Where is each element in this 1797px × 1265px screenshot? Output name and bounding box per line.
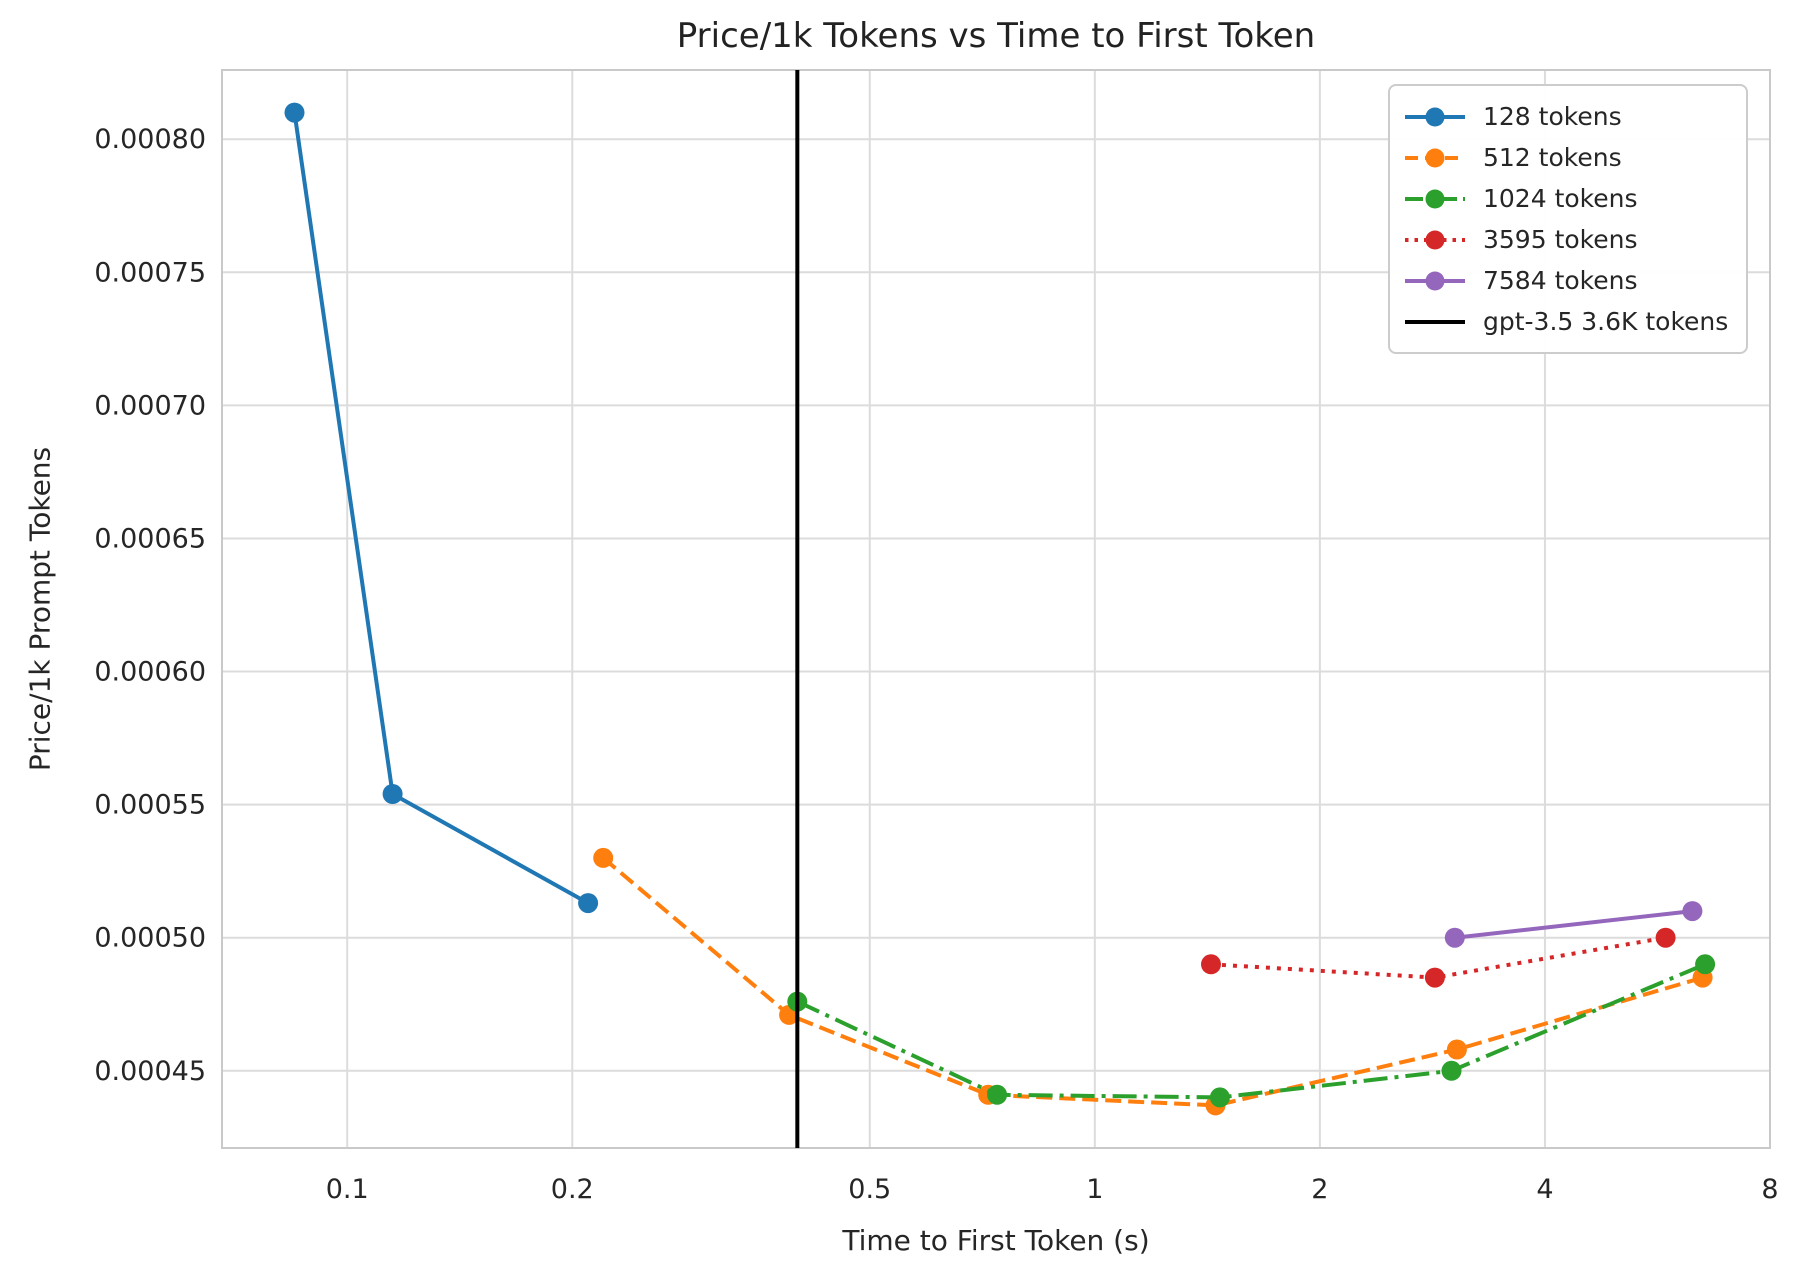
y-tick-label: 0.00055: [94, 790, 206, 821]
legend-item-7584-tokens: 7584 tokens: [1404, 260, 1728, 301]
legend-item-1024-tokens: 1024 tokens: [1404, 178, 1728, 219]
data-point-1024-tokens: [987, 1084, 1008, 1105]
legend-line-sample: [1405, 189, 1465, 208]
y-axis-label: Price/1k Prompt Tokens: [23, 446, 57, 772]
legend-label: 3595 tokens: [1483, 225, 1638, 254]
legend-item-gpt-3.5-3.6k-tokens: gpt-3.5 3.6K tokens: [1404, 301, 1728, 342]
data-point-1024-tokens: [1441, 1060, 1462, 1081]
data-point-128-tokens: [382, 784, 403, 804]
data-point-512-tokens: [1446, 1039, 1467, 1060]
data-point-512-tokens: [593, 847, 614, 868]
legend-label: 512 tokens: [1483, 143, 1622, 172]
y-tick-label: 0.00080: [94, 124, 206, 155]
data-point-7584-tokens: [1444, 927, 1465, 948]
series-line-1024-tokens: [796, 962, 1706, 1100]
x-tick-label: 0.2: [551, 1174, 594, 1205]
x-tick-label: 1: [1086, 1174, 1103, 1205]
chart-title: Price/1k Tokens vs Time to First Token: [676, 16, 1316, 56]
legend-item-512-tokens: 512 tokens: [1404, 137, 1728, 178]
legend-label: 7584 tokens: [1483, 266, 1638, 295]
plot-border: [221, 69, 1771, 1149]
x-tick-label: 4: [1536, 1174, 1553, 1205]
legend-item-128-tokens: 128 tokens: [1404, 96, 1728, 137]
data-point-1024-tokens: [1209, 1087, 1230, 1108]
x-tick-label: 0.5: [848, 1174, 891, 1205]
x-tick-label: 0.1: [326, 1174, 369, 1205]
legend-line-sample: [1405, 319, 1465, 324]
legend-marker: [1425, 230, 1445, 249]
y-tick-label: 0.00070: [94, 390, 206, 421]
series-line-128-tokens: [292, 112, 590, 905]
x-tick-label: 8: [1761, 1174, 1778, 1205]
x-tick-label: 2: [1311, 1174, 1328, 1205]
legend-item-3595-tokens: 3595 tokens: [1404, 219, 1728, 260]
legend: 128 tokens 512 tokens 1024 tokens 3595 toke…: [1388, 84, 1749, 354]
y-tick-label: 0.00075: [94, 257, 206, 288]
y-tick-label: 0.00050: [94, 923, 206, 954]
data-point-128-tokens: [284, 102, 305, 123]
legend-line-sample: [1405, 148, 1465, 167]
data-point-3595-tokens: [1201, 954, 1221, 975]
data-point-3595-tokens: [1424, 967, 1445, 988]
legend-marker: [1425, 271, 1445, 290]
data-point-7584-tokens: [1682, 901, 1703, 922]
y-tick-label: 0.00060: [94, 657, 206, 688]
legend-label: 1024 tokens: [1483, 184, 1638, 213]
data-point-3595-tokens: [1655, 927, 1676, 948]
legend-label: 128 tokens: [1483, 102, 1622, 131]
series-line-7584-tokens: [1454, 909, 1693, 940]
series-line-512-tokens: [601, 856, 1704, 1108]
legend-line-sample: [1405, 271, 1465, 290]
legend-line-sample: [1405, 230, 1465, 249]
legend-marker: [1425, 148, 1445, 167]
legend-marker: [1425, 189, 1445, 208]
x-axis-label: Time to First Token (s): [842, 1224, 1150, 1257]
legend-line-sample: [1405, 107, 1465, 126]
data-point-1024-tokens: [1695, 954, 1716, 975]
y-tick-label: 0.00065: [94, 523, 206, 554]
data-point-128-tokens: [578, 893, 599, 914]
legend-marker: [1425, 107, 1445, 126]
legend-label: gpt-3.5 3.6K tokens: [1483, 307, 1729, 336]
y-tick-label: 0.00045: [94, 1056, 206, 1087]
